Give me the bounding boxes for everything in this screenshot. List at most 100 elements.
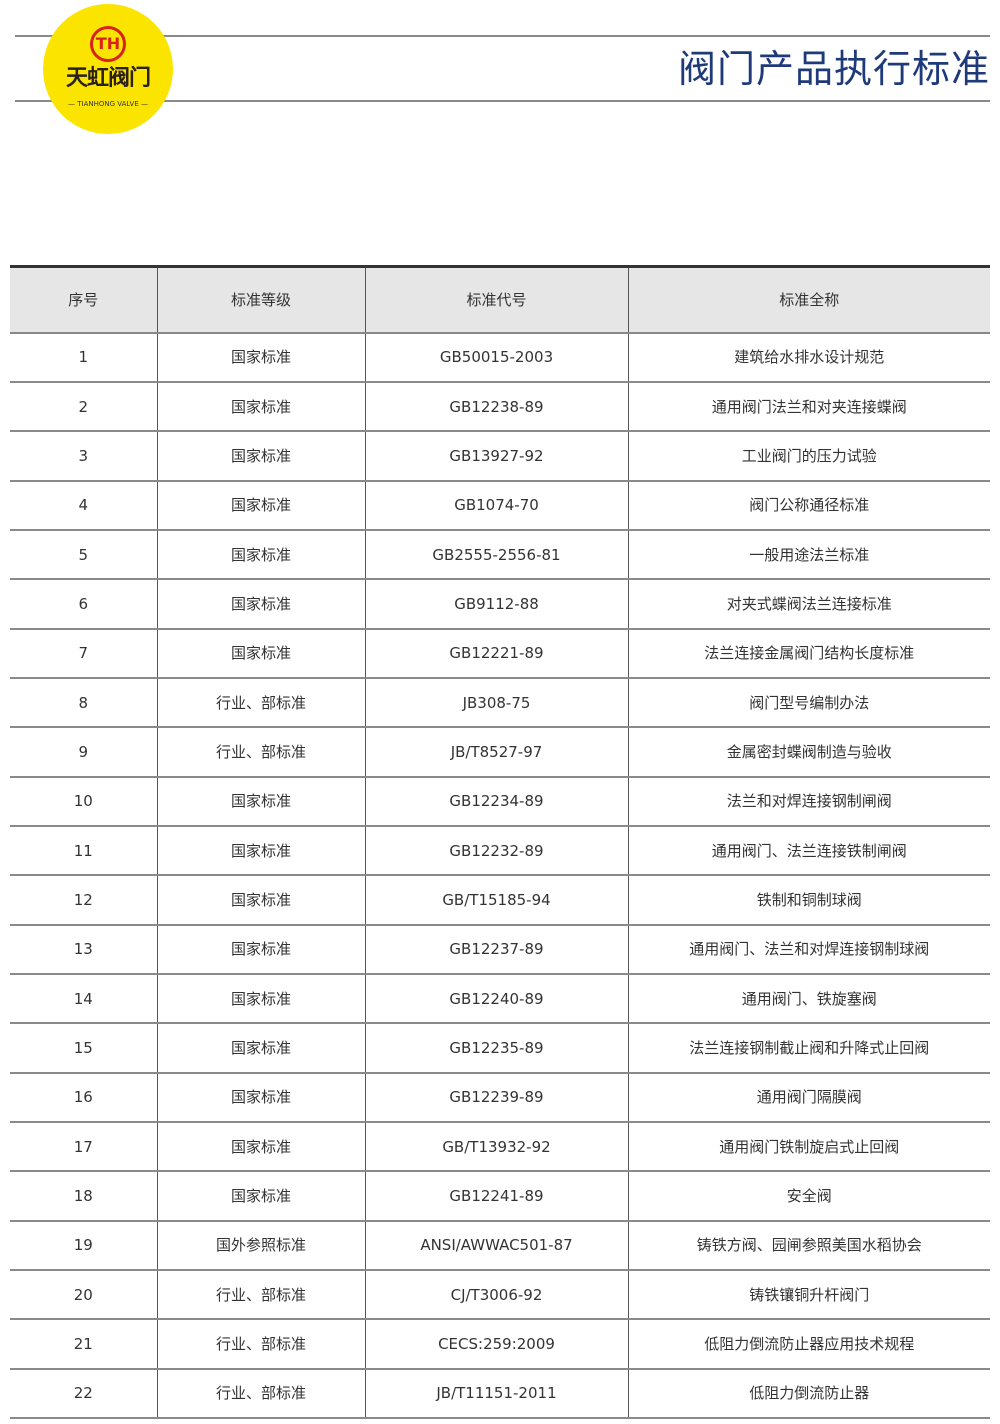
cell-name: 金属密封蝶阀制造与验收 — [627, 727, 990, 777]
cell-index: 16 — [73, 1088, 93, 1107]
cell-level: 国家标准 — [156, 529, 365, 580]
table-row: 12 国家标准 GB/T15185-94 铁制和铜制球阀 — [10, 875, 990, 925]
cell-level: 行业、部标准 — [156, 1270, 365, 1320]
cell-name: 通用阀门、铁旋塞阀 — [627, 973, 990, 1024]
cell-level: 国外参照标准 — [156, 1220, 365, 1271]
cell-index: 11 — [73, 841, 93, 860]
cell-index: 20 — [73, 1285, 93, 1304]
table-row: 2 国家标准 GB12238-89 通用阀门法兰和对夹连接蝶阀 — [10, 381, 990, 432]
table-row: 18 国家标准 GB12241-89 安全阀 — [10, 1171, 990, 1221]
cell-index: 3 — [78, 446, 89, 465]
cell-code: GB12239-89 — [364, 1072, 628, 1122]
cell-name: 铸铁方阀、园闸参照美国水稻协会 — [627, 1220, 990, 1271]
cell-level: 国家标准 — [156, 579, 365, 629]
cell-code: GB12235-89 — [364, 1023, 628, 1073]
cell-index: 22 — [73, 1384, 93, 1403]
cell-index: 17 — [73, 1137, 93, 1156]
cell-index: 12 — [73, 890, 93, 909]
cell-code: JB/T8527-97 — [364, 727, 628, 777]
cell-code: GB1074-70 — [364, 480, 628, 530]
cell-level: 国家标准 — [156, 875, 365, 925]
page-title: 阀门产品执行标准 — [677, 47, 990, 91]
cell-name: 铁制和铜制球阀 — [627, 875, 990, 925]
cell-index: 15 — [73, 1038, 93, 1057]
col-header-name: 标准全称 — [627, 266, 990, 334]
cell-name: 工业阀门的压力试验 — [627, 431, 990, 481]
table-row: 11 国家标准 GB12232-89 通用阀门、法兰连接铁制闸阀 — [10, 825, 990, 876]
col-header-code: 标准代号 — [364, 266, 628, 334]
table-row: 8 行业、部标准 JB308-75 阀门型号编制办法 — [10, 677, 990, 728]
col-header-index: 序号 — [10, 266, 157, 334]
cell-index: 13 — [73, 940, 93, 959]
cell-code: GB50015-2003 — [364, 332, 628, 382]
table-row: 17 国家标准 GB/T13932-92 通用阀门铁制旋启式止回阀 — [10, 1122, 990, 1172]
cell-code: CECS:259:2009 — [364, 1319, 628, 1369]
cell-index: 1 — [78, 348, 89, 367]
cell-index: 21 — [73, 1335, 93, 1354]
cell-name: 一般用途法兰标准 — [627, 529, 990, 580]
cell-level: 国家标准 — [156, 776, 365, 826]
table-header-row: 序号 标准等级 标准代号 标准全称 — [10, 266, 990, 334]
cell-level: 行业、部标准 — [156, 1368, 365, 1419]
table-row: 20 行业、部标准 CJ/T3006-92 铸铁镶铜升杆阀门 — [10, 1270, 990, 1320]
cell-level: 国家标准 — [156, 381, 365, 432]
cell-name: 通用阀门铁制旋启式止回阀 — [627, 1122, 990, 1172]
table-row: 7 国家标准 GB12221-89 法兰连接金属阀门结构长度标准 — [10, 628, 990, 678]
cell-level: 国家标准 — [156, 1072, 365, 1122]
cell-level: 行业、部标准 — [156, 677, 365, 728]
cell-level: 国家标准 — [156, 825, 365, 876]
cell-name: 法兰和对焊连接钢制闸阀 — [627, 776, 990, 826]
cell-name: 安全阀 — [627, 1171, 990, 1221]
cell-code: GB12234-89 — [364, 776, 628, 826]
logo-name-cn: 天虹阀门 — [65, 66, 151, 91]
cell-name: 通用阀门法兰和对夹连接蝶阀 — [627, 381, 990, 432]
cell-level: 国家标准 — [156, 924, 365, 974]
cell-index: 7 — [78, 644, 89, 663]
cell-code: GB2555-2556-81 — [364, 529, 628, 580]
cell-code: GB12237-89 — [364, 924, 628, 974]
table-row: 22 行业、部标准 JB/T11151-2011 低阻力倒流防止器 — [10, 1368, 990, 1419]
cell-index: 6 — [78, 594, 89, 613]
cell-index: 14 — [73, 989, 93, 1008]
cell-name: 通用阀门、法兰连接铁制闸阀 — [627, 825, 990, 876]
cell-code: JB308-75 — [364, 677, 628, 728]
cell-index: 9 — [78, 742, 89, 761]
cell-name: 法兰连接钢制截止阀和升降式止回阀 — [627, 1023, 990, 1073]
cell-code: GB/T13932-92 — [364, 1122, 628, 1172]
table-row: 16 国家标准 GB12239-89 通用阀门隔膜阀 — [10, 1072, 990, 1122]
table-row: 4 国家标准 GB1074-70 阀门公称通径标准 — [10, 480, 990, 530]
cell-code: GB12221-89 — [364, 628, 628, 678]
tianhong-logo: TH 天虹阀门 — TIANHONG VALVE — — [43, 4, 173, 134]
cell-code: CJ/T3006-92 — [364, 1270, 628, 1320]
cell-name: 阀门型号编制办法 — [627, 677, 990, 728]
cell-level: 国家标准 — [156, 480, 365, 530]
cell-code: GB9112-88 — [364, 579, 628, 629]
cell-name: 建筑给水排水设计规范 — [627, 332, 990, 382]
table-row: 5 国家标准 GB2555-2556-81 一般用途法兰标准 — [10, 529, 990, 580]
table-row: 21 行业、部标准 CECS:259:2009 低阻力倒流防止器应用技术规程 — [10, 1319, 990, 1369]
cell-code: GB12238-89 — [364, 381, 628, 432]
header-rule-bottom — [15, 100, 990, 102]
cell-name: 低阻力倒流防止器应用技术规程 — [627, 1319, 990, 1369]
cell-index: 5 — [78, 545, 89, 564]
cell-name: 通用阀门隔膜阀 — [627, 1072, 990, 1122]
cell-code: GB12240-89 — [364, 973, 628, 1024]
cell-index: 4 — [78, 496, 89, 515]
table-row: 3 国家标准 GB13927-92 工业阀门的压力试验 — [10, 431, 990, 481]
logo-name-en: — TIANHONG VALVE — — [68, 100, 148, 108]
cell-name: 低阻力倒流防止器 — [627, 1368, 990, 1419]
table-row: 6 国家标准 GB9112-88 对夹式蝶阀法兰连接标准 — [10, 579, 990, 629]
cell-code: JB/T11151-2011 — [364, 1368, 628, 1419]
cell-code: GB12241-89 — [364, 1171, 628, 1221]
cell-code: GB12232-89 — [364, 825, 628, 876]
cell-level: 国家标准 — [156, 973, 365, 1024]
table-row: 1 国家标准 GB50015-2003 建筑给水排水设计规范 — [10, 332, 990, 382]
standards-table: 序号 标准等级 标准代号 标准全称 1 国家标准 GB50015-2003 建筑给水排水设计… — [10, 265, 990, 1419]
cell-code: ANSI/AWWAC501-87 — [364, 1220, 628, 1271]
col-header-level: 标准等级 — [156, 266, 365, 334]
cell-level: 国家标准 — [156, 1023, 365, 1073]
cell-name: 通用阀门、法兰和对焊连接钢制球阀 — [627, 924, 990, 974]
cell-level: 国家标准 — [156, 628, 365, 678]
cell-level: 国家标准 — [156, 332, 365, 382]
